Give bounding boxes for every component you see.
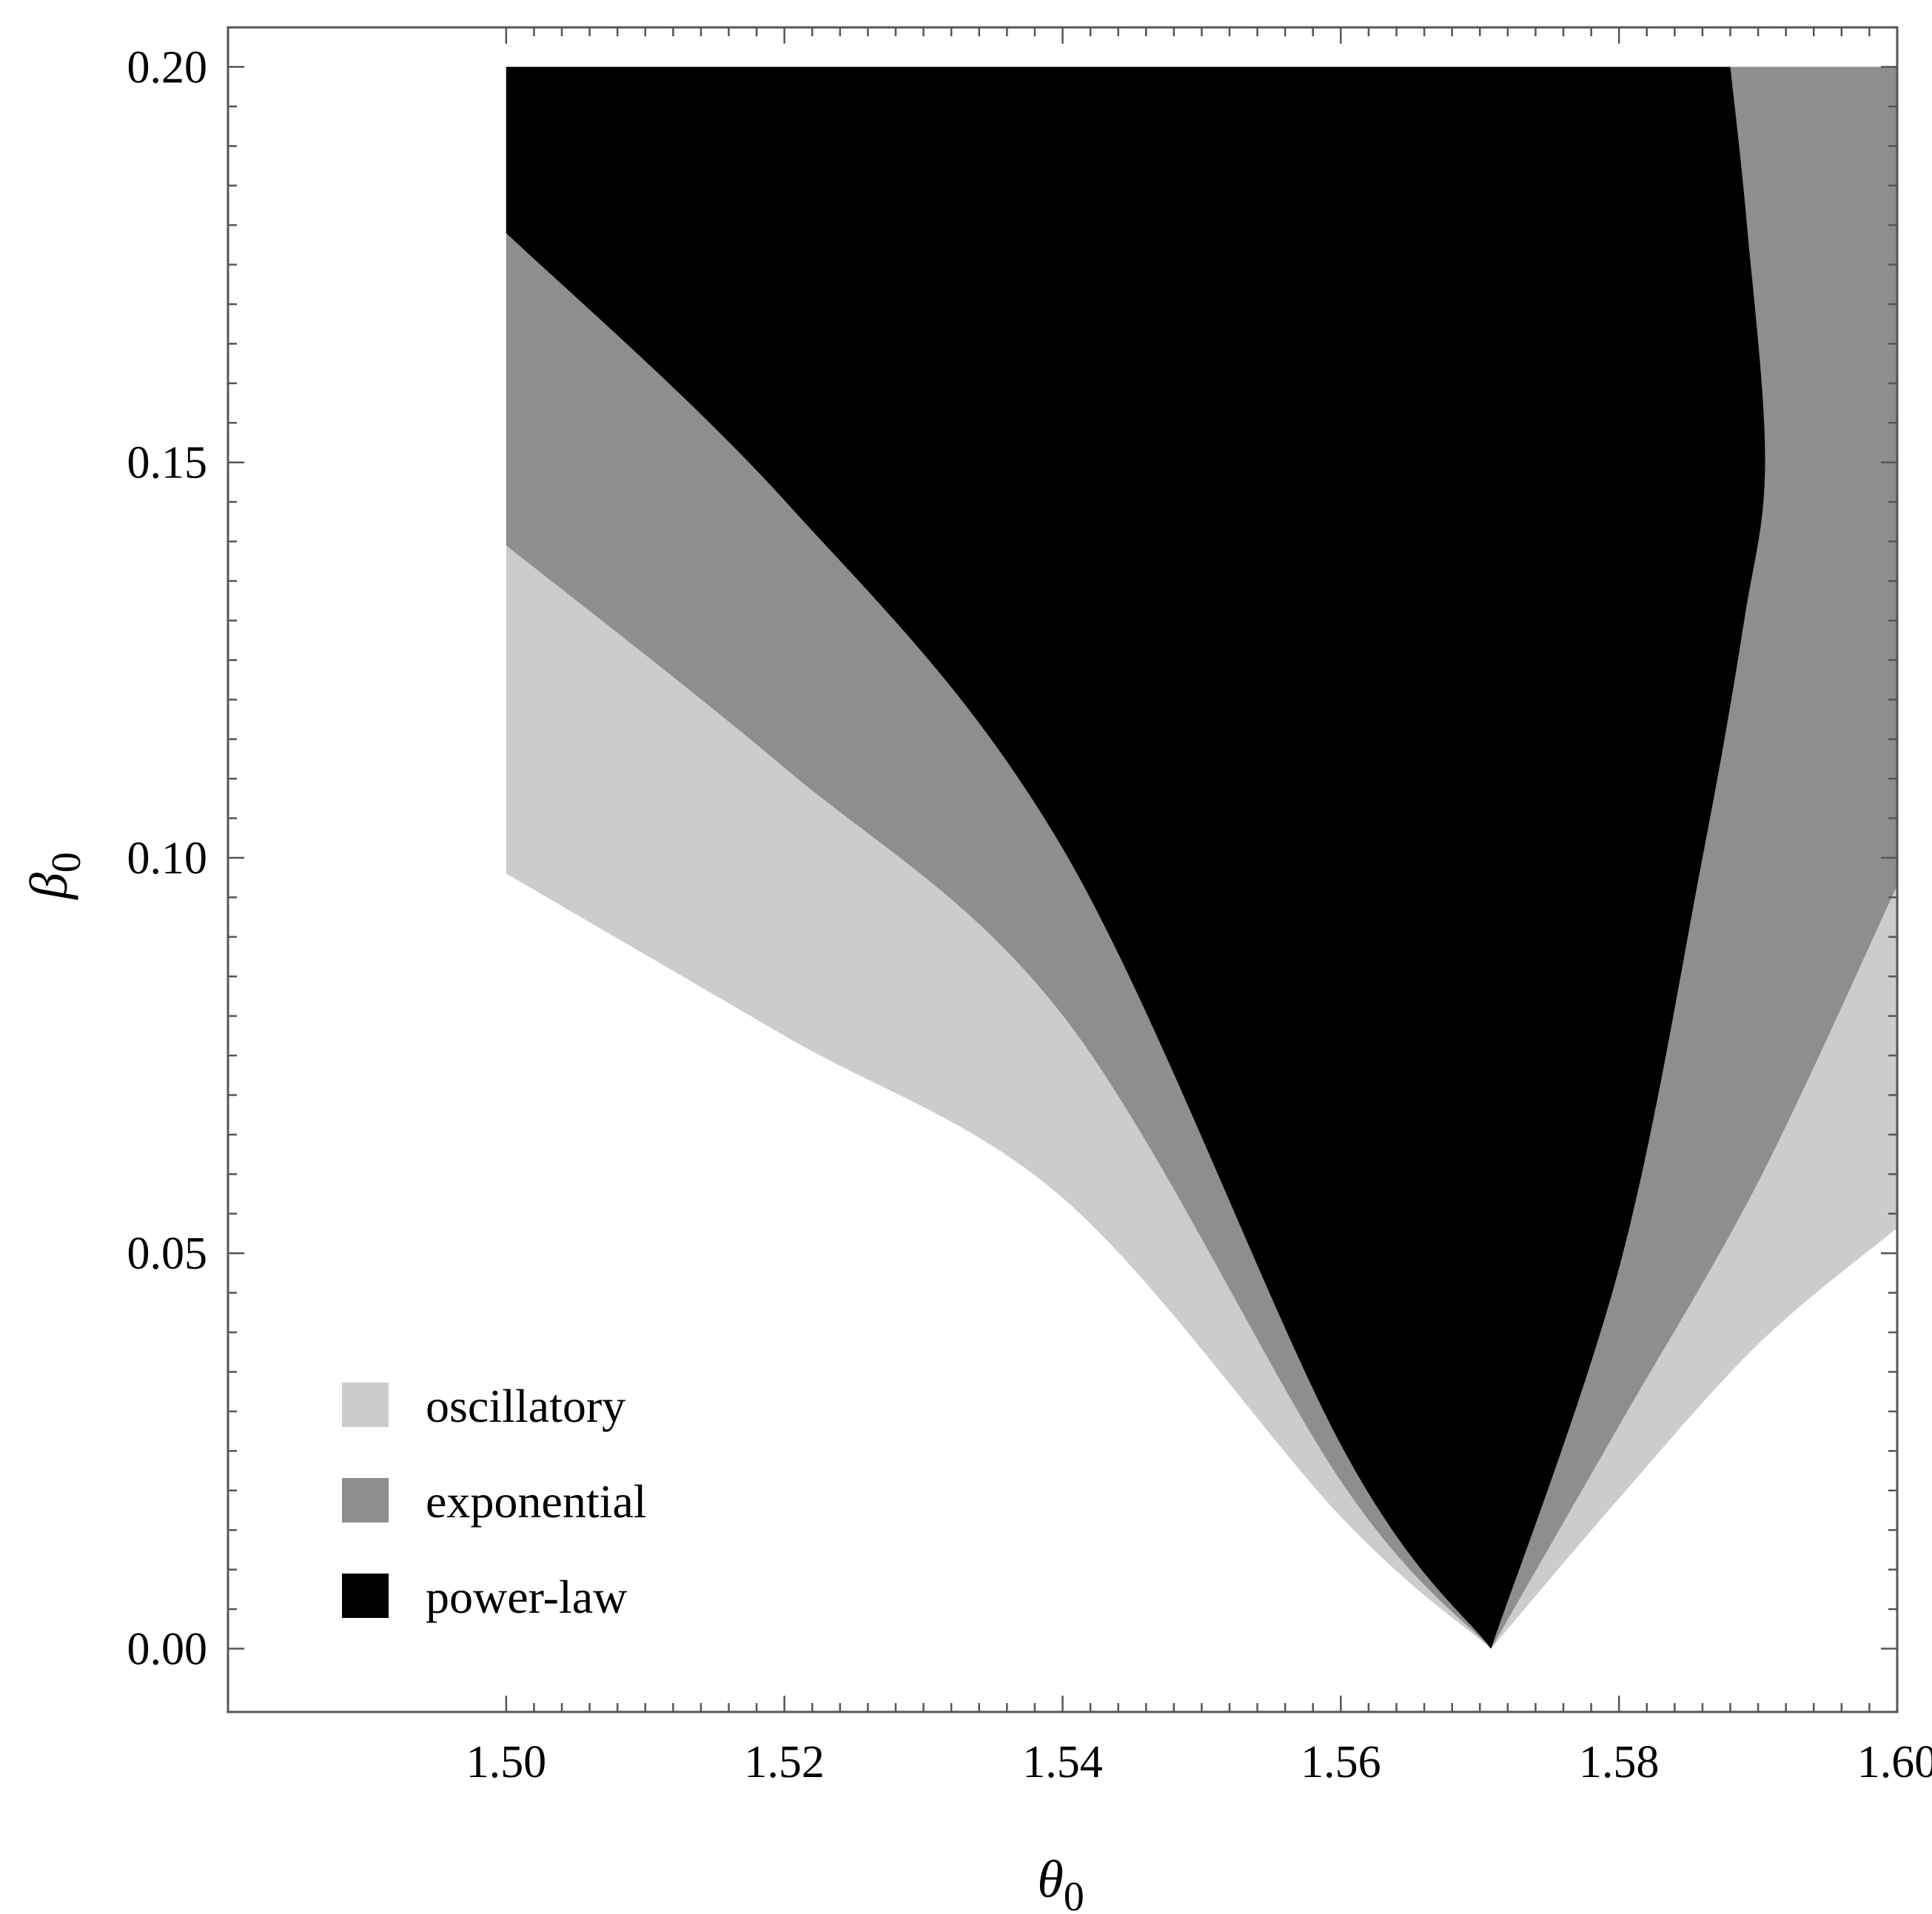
y-tick-label: 0.05 — [127, 1229, 208, 1279]
x-tick-label: 1.58 — [1579, 1737, 1660, 1787]
axis-ticks — [228, 27, 1899, 1712]
legend-label-oscillatory: oscillatory — [426, 1380, 625, 1432]
x-tick-labels: 1.50 1.52 1.54 1.56 1.58 1.60 — [466, 1737, 1932, 1787]
x-tick-label: 1.56 — [1301, 1737, 1381, 1787]
legend-label-power-law: power-law — [426, 1571, 627, 1623]
x-tick-label: 1.60 — [1857, 1737, 1932, 1787]
y-tick-label: 0.20 — [127, 42, 208, 93]
x-axis-title: θ0 — [1037, 1850, 1084, 1914]
y-tick-label: 0.00 — [127, 1625, 208, 1675]
legend-label-exponential: exponential — [426, 1475, 647, 1528]
x-tick-label: 1.52 — [744, 1737, 825, 1787]
y-tick-label: 0.15 — [127, 438, 208, 488]
legend-swatch-power-law — [342, 1574, 389, 1618]
region-power-law — [506, 67, 1765, 1649]
legend-swatch-exponential — [342, 1478, 389, 1522]
y-axis-title: β0 — [19, 852, 90, 901]
legend-swatch-oscillatory — [342, 1383, 389, 1427]
x-tick-label: 1.50 — [466, 1737, 547, 1787]
y-tick-label: 0.10 — [127, 833, 208, 884]
plot-regions — [506, 67, 1897, 1649]
y-tick-labels: 0.00 0.05 0.10 0.15 0.20 — [127, 42, 208, 1674]
x-tick-label: 1.54 — [1022, 1737, 1103, 1787]
legend: oscillatory exponential power-law — [342, 1380, 647, 1623]
